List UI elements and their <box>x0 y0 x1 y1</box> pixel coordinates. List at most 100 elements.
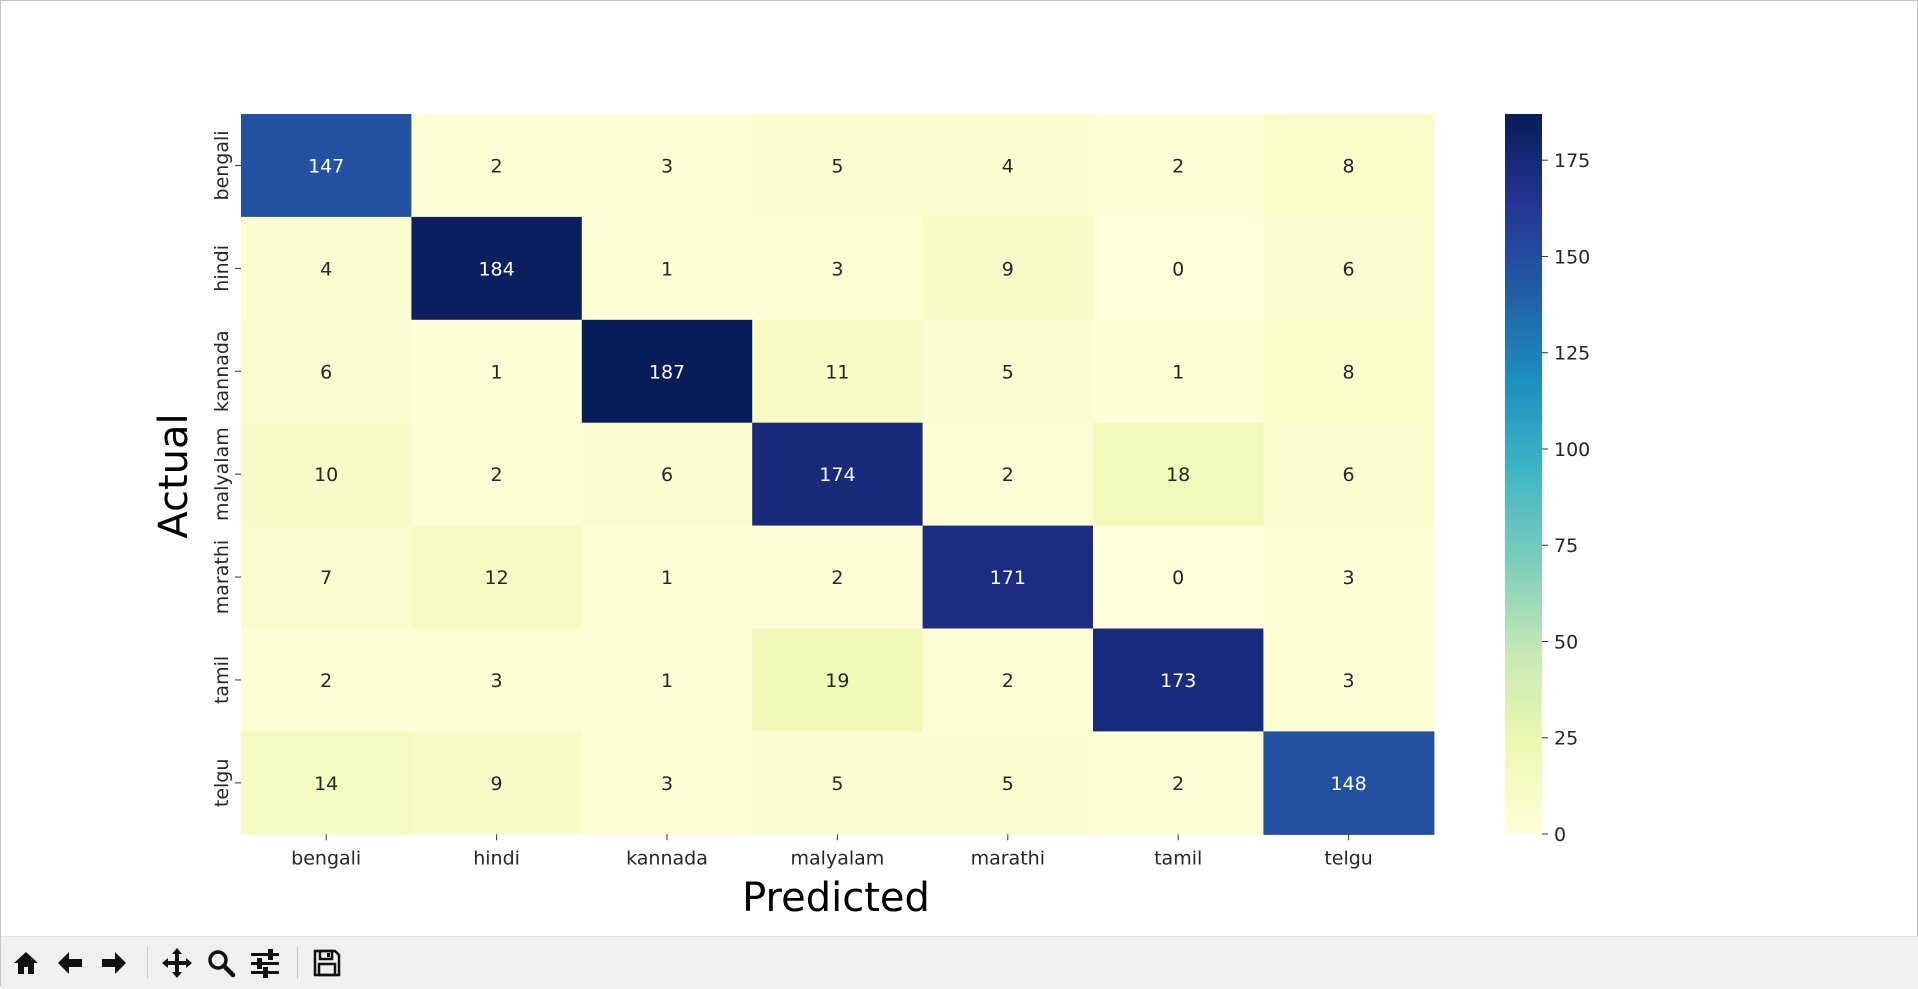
heatmap-cell <box>581 319 753 424</box>
cell-value-label: 11 <box>825 361 849 383</box>
y-axis-ticks: bengali hindi kannada malyalam marathi tamil t… <box>211 130 241 807</box>
cell-value-label: 4 <box>320 258 332 280</box>
heatmap-cell <box>241 319 412 424</box>
cell-value-label: 148 <box>1330 773 1366 795</box>
heatmap-cell <box>241 216 412 321</box>
cell-value-label: 5 <box>1002 361 1014 383</box>
move-icon <box>162 948 192 978</box>
cell-value-label: 6 <box>661 464 673 486</box>
cell-value-label: 171 <box>990 567 1026 589</box>
heatmap-cell <box>241 525 412 630</box>
heatmap-cell <box>922 422 1094 527</box>
x-axis-ticks: bengali hindi kannada malyalam marathi tamil t… <box>291 834 1373 869</box>
cell-value-label: 12 <box>485 567 509 589</box>
heatmap-cell <box>1093 422 1264 527</box>
heatmap-cell <box>1093 628 1264 732</box>
cell-value-label: 8 <box>1343 155 1355 177</box>
y-tick-label: malyalam <box>211 427 233 521</box>
heatmap-cell <box>1263 319 1435 424</box>
colorbar-tick-label: 125 <box>1554 343 1590 365</box>
sliders-icon <box>251 949 279 978</box>
heatmap-cell <box>241 628 412 732</box>
cell-value-label: 6 <box>320 361 332 383</box>
cell-value-label: 3 <box>491 670 503 692</box>
y-tick-label: telgu <box>211 759 233 808</box>
heatmap-cell <box>411 422 583 527</box>
cell-value-label: 3 <box>661 773 673 795</box>
y-axis-label: Actual <box>151 413 197 538</box>
cell-value-label: 2 <box>491 155 503 177</box>
heatmap-cell <box>1263 628 1435 732</box>
cell-value-label: 14 <box>314 773 338 795</box>
cell-value-label: 9 <box>1002 258 1014 280</box>
heatmap-cell <box>1263 216 1435 321</box>
y-tick-label: kannada <box>211 330 233 412</box>
cell-value-label: 3 <box>661 155 673 177</box>
heatmap-cell <box>241 731 412 835</box>
x-tick-label: telgu <box>1324 847 1373 869</box>
cell-value-label: 147 <box>308 155 344 177</box>
heatmap-cell <box>922 525 1094 630</box>
save-icon <box>313 949 341 977</box>
cell-value-label: 4 <box>1002 155 1014 177</box>
heatmap-cell <box>752 114 924 218</box>
cell-value-label: 1 <box>491 361 503 383</box>
heatmap-cell <box>1263 422 1435 527</box>
x-tick-label: bengali <box>291 847 361 869</box>
x-tick-label: kannada <box>626 847 708 869</box>
heatmap-cell <box>411 525 583 630</box>
cell-value-label: 8 <box>1343 361 1355 383</box>
cell-value-label: 5 <box>1002 773 1014 795</box>
heatmap-cell <box>922 319 1094 424</box>
heatmap-cell <box>752 628 924 732</box>
home-icon <box>14 952 38 974</box>
heatmap-cell <box>581 731 753 835</box>
heatmap-cell <box>411 628 583 732</box>
home-button[interactable] <box>7 944 45 982</box>
colorbar-tick-label: 50 <box>1554 631 1578 653</box>
heatmap-cell <box>1093 319 1264 424</box>
pan-button[interactable] <box>158 944 196 982</box>
heatmap-cell <box>752 731 924 835</box>
heatmap-cell <box>581 628 753 732</box>
heatmap-cell <box>1093 525 1264 630</box>
heatmap-cell <box>1263 525 1435 630</box>
heatmap-cell <box>411 731 583 835</box>
heatmap-cell <box>241 422 412 527</box>
save-button[interactable] <box>308 944 346 982</box>
heatmap-cell <box>922 216 1094 321</box>
x-axis-label: Predicted <box>742 875 930 921</box>
cell-value-label: 10 <box>314 464 338 486</box>
heatmap-cell <box>241 114 412 218</box>
y-tick-label: bengali <box>211 130 233 200</box>
configure-subplots-button[interactable] <box>246 944 284 982</box>
heatmap-cell <box>581 422 753 527</box>
cell-value-label: 1 <box>661 258 673 280</box>
cell-value-label: 3 <box>831 258 843 280</box>
y-tick-label: tamil <box>211 656 233 704</box>
zoom-button[interactable] <box>202 944 240 982</box>
heatmap-cell <box>1093 216 1264 321</box>
x-tick-label: marathi <box>971 847 1045 869</box>
heatmap-cell <box>411 114 583 218</box>
arrow-left-icon <box>58 952 82 974</box>
cell-value-label: 1 <box>1172 361 1184 383</box>
heatmap-cell <box>922 628 1094 732</box>
cell-value-label: 18 <box>1166 464 1190 486</box>
heatmap-cell <box>411 319 583 424</box>
cell-value-label: 7 <box>320 567 332 589</box>
cell-value-label: 1 <box>661 670 673 692</box>
back-button[interactable] <box>51 944 89 982</box>
heatmap-cell <box>752 216 924 321</box>
y-tick-label: hindi <box>211 245 233 292</box>
cell-value-label: 3 <box>1343 670 1355 692</box>
heatmap-cell <box>1093 731 1264 835</box>
cell-value-label: 3 <box>1343 567 1355 589</box>
cell-value-label: 2 <box>1172 773 1184 795</box>
confusion-matrix-figure: 147 2 3 5 4 2 84 184 1 3 9 0 66 1 187 11 5 1 810 2 6 174 2 18 67… <box>151 114 1590 921</box>
heatmap-annotations: 147 2 3 5 4 2 84 184 1 3 9 0 66 1 187 11 5 1 810 2 6 174 2 18 67… <box>308 155 1367 794</box>
cell-value-label: 2 <box>831 567 843 589</box>
cell-value-label: 174 <box>819 464 855 486</box>
forward-button[interactable] <box>95 944 133 982</box>
colorbar-tick-label: 175 <box>1554 150 1590 172</box>
